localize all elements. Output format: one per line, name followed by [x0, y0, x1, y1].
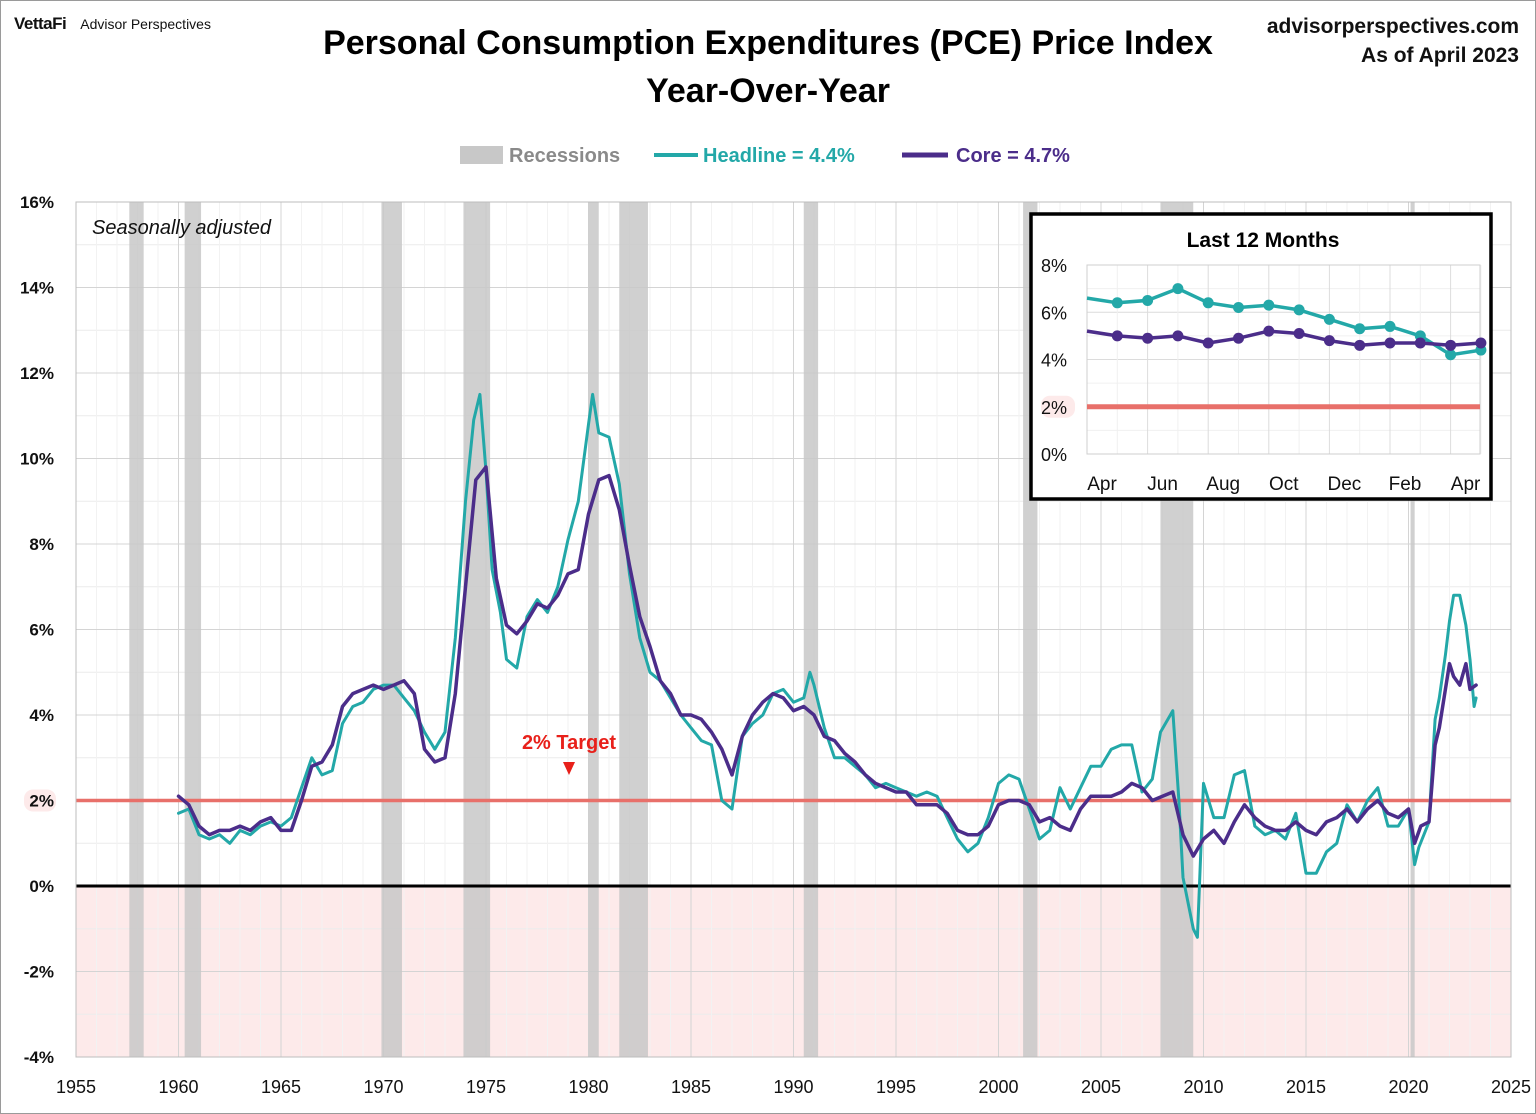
inset-y-tick-label: 4%: [1041, 351, 1067, 371]
seasonally-adjusted-note: Seasonally adjusted: [92, 217, 272, 239]
target-arrow: [563, 762, 575, 775]
series-line-headline: [177, 392, 1478, 939]
inset-y-tick-label: 8%: [1041, 256, 1067, 276]
inset-x-tick-label: Apr: [1451, 474, 1481, 495]
x-tick-label: 2005: [1081, 1077, 1121, 1097]
x-tick-label: 1955: [56, 1077, 96, 1097]
inset-point-core: [1354, 339, 1366, 351]
inset-point-headline: [1111, 297, 1123, 309]
inset-frame: [1029, 212, 1493, 501]
inset-point-headline: [1384, 320, 1396, 332]
inset-x-tick-label: Aug: [1206, 474, 1240, 495]
recession-band: [588, 202, 599, 1057]
inset-y-tick-label: 2%: [1041, 398, 1067, 418]
inset-point-core: [1142, 332, 1154, 344]
y-tick-label: 14%: [20, 279, 54, 298]
brand-logo: VettaFi: [14, 14, 67, 33]
y-tick-label: 10%: [20, 450, 54, 469]
inset-point-core: [1172, 330, 1184, 342]
legend-swatch-recessions: [460, 146, 503, 164]
target-tick-highlight: [24, 789, 56, 812]
y-tick-label: 8%: [29, 535, 54, 554]
target-label: 2% Target: [522, 732, 616, 754]
y-tick-label: 2%: [29, 792, 54, 811]
x-tick-label: 1990: [773, 1077, 813, 1097]
inset-target-tick-highlight: [1041, 395, 1075, 418]
inset-x-tick-label: Oct: [1269, 474, 1299, 495]
inset-y-tick-label: 0%: [1041, 445, 1067, 465]
x-tick-label: 1980: [568, 1077, 608, 1097]
recession-band: [381, 202, 402, 1057]
plot-border: [75, 201, 1512, 1058]
recession-band: [129, 202, 144, 1057]
x-tick-label: 2000: [978, 1077, 1018, 1097]
recession-band: [184, 202, 202, 1057]
as-of-date: As of April 2023: [1361, 44, 1519, 67]
y-tick-label: -4%: [24, 1048, 54, 1067]
y-tick-label: 6%: [29, 621, 54, 640]
inset-point-core: [1323, 335, 1335, 347]
x-tick-label: 1965: [261, 1077, 301, 1097]
y-tick-label: 16%: [20, 193, 54, 212]
x-tick-label: 2020: [1388, 1077, 1428, 1097]
x-tick-label: 1975: [466, 1077, 506, 1097]
inset-x-tick-label: Feb: [1389, 474, 1422, 495]
inset-point-headline: [1323, 313, 1335, 325]
inset-point-headline: [1172, 283, 1184, 295]
inset-point-headline: [1142, 294, 1154, 306]
x-tick-label: 1970: [363, 1077, 403, 1097]
x-tick-label: 2015: [1286, 1077, 1326, 1097]
recession-band: [1410, 202, 1415, 1057]
series-line-core: [176, 465, 1478, 858]
inset-title: Last 12 Months: [1187, 229, 1340, 252]
site-url: advisorperspectives.com: [1266, 15, 1519, 38]
inset-x-tick-label: Jun: [1147, 474, 1178, 495]
x-tick-label: 2025: [1491, 1077, 1531, 1097]
source-block: advisorperspectives.com As of April 2023: [1267, 12, 1519, 70]
x-tick-label: 1960: [158, 1077, 198, 1097]
inset-point-headline: [1263, 299, 1275, 311]
legend-label-recessions: Recessions: [509, 145, 620, 167]
inset-point-core: [1263, 325, 1275, 337]
y-tick-label: 0%: [29, 877, 54, 896]
inset-point-headline: [1354, 323, 1366, 335]
inset-plot-border: [1086, 264, 1481, 455]
inset-point-core: [1445, 339, 1457, 351]
x-tick-label: 2010: [1183, 1077, 1223, 1097]
y-tick-label: -2%: [24, 963, 54, 982]
legend-label-core: Core = 4.7%: [956, 145, 1070, 167]
chart-subtitle: Year-Over-Year: [646, 72, 890, 110]
inset-x-tick-label: Apr: [1087, 474, 1117, 495]
inset-point-core: [1202, 337, 1214, 349]
inset-y-tick-label: 6%: [1041, 303, 1067, 323]
inset-point-core: [1475, 337, 1487, 349]
y-tick-label: 12%: [20, 364, 54, 383]
recession-band: [463, 202, 491, 1057]
inset-point-headline: [1293, 304, 1305, 316]
x-tick-label: 1995: [876, 1077, 916, 1097]
recession-band: [803, 202, 819, 1057]
brand-name: Advisor Perspectives: [80, 16, 211, 32]
legend: Recessions Headline = 4.4% Core = 4.7%: [460, 145, 1070, 167]
inset-point-core: [1414, 337, 1426, 349]
inset-point-core: [1111, 330, 1123, 342]
y-tick-label: 4%: [29, 706, 54, 725]
inset-point-headline: [1202, 297, 1214, 309]
inset-point-core: [1233, 332, 1244, 344]
legend-label-headline: Headline = 4.4%: [703, 145, 855, 167]
brand: VettaFi Advisor Perspectives: [14, 14, 211, 34]
inset-point-headline: [1445, 349, 1457, 361]
x-tick-label: 1985: [671, 1077, 711, 1097]
inset-point-headline: [1233, 302, 1244, 314]
chart-title: Personal Consumption Expenditures (PCE) …: [323, 24, 1213, 62]
inset-point-core: [1293, 328, 1305, 340]
inset-point-core: [1384, 337, 1396, 349]
inset-chart: Last 12 Months 0% 2% 4% 6% 8% Apr Jun Aug Oct Dec F…: [1029, 212, 1493, 501]
inset-x-tick-label: Dec: [1328, 474, 1362, 495]
